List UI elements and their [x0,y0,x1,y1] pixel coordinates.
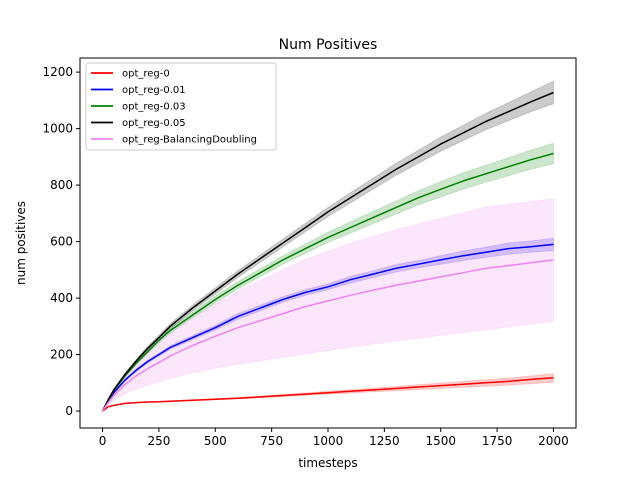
x-tick-label: 0 [99,434,107,448]
x-axis-label: timesteps [298,456,357,470]
x-axis-ticks: 0 250 500 750 1000 1250 1500 1750 2000 [99,428,569,448]
y-axis-label: num positives [14,201,28,285]
legend-label-4: opt_reg-0.05 [122,118,186,129]
x-tick-label: 1500 [425,434,456,448]
x-tick-label: 500 [204,434,227,448]
series-line-1 [102,376,554,412]
series-line-3 [101,152,554,412]
y-tick-label: 200 [50,348,73,362]
x-tick-label: 2000 [538,434,569,448]
legend-label-5: opt_reg-BalancingDoubling [122,135,257,146]
series-lines [101,91,554,412]
legend-label-1: opt_reg-0 [122,69,170,80]
y-tick-label: 1000 [42,122,73,136]
chart-title: Num Positives [279,37,378,53]
y-tick-label: 1200 [42,65,73,79]
x-tick-label: 1250 [369,434,400,448]
y-axis-ticks: 0 200 400 600 800 1000 1200 [42,65,80,418]
legend-label-2: opt_reg-0.01 [122,85,186,96]
series-line-5 [101,259,554,412]
legend-label-3: opt_reg-0.03 [122,102,186,113]
x-tick-label: 1000 [313,434,344,448]
y-tick-label: 400 [50,291,73,305]
x-tick-label: 750 [260,434,283,448]
y-tick-label: 0 [65,404,73,418]
series-line-4 [101,91,554,412]
x-tick-label: 1750 [482,434,513,448]
legend-box [85,62,277,151]
plot-area [101,80,554,412]
y-tick-label: 600 [50,235,73,249]
y-tick-label: 800 [50,178,73,192]
confidence-band-3 [102,142,554,412]
x-tick-label: 250 [147,434,170,448]
legend: opt_reg-0 opt_reg-0.01 opt_reg-0.03 opt_reg… [85,62,277,151]
series-line-2 [101,243,554,412]
